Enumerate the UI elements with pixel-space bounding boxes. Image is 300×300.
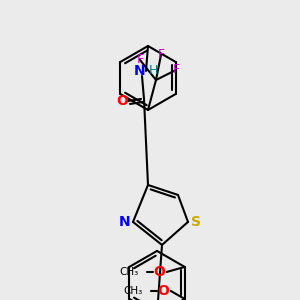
Text: CH₃: CH₃ xyxy=(119,267,139,277)
Text: O: O xyxy=(157,284,169,298)
Text: H: H xyxy=(148,64,158,77)
Text: O: O xyxy=(116,94,128,108)
Text: F: F xyxy=(172,64,180,76)
Text: S: S xyxy=(191,215,201,229)
Text: F: F xyxy=(136,53,144,67)
Text: O: O xyxy=(153,265,165,279)
Text: F: F xyxy=(158,49,165,62)
Text: N: N xyxy=(119,215,131,229)
Text: N: N xyxy=(134,64,146,78)
Text: CH₃: CH₃ xyxy=(124,286,143,296)
